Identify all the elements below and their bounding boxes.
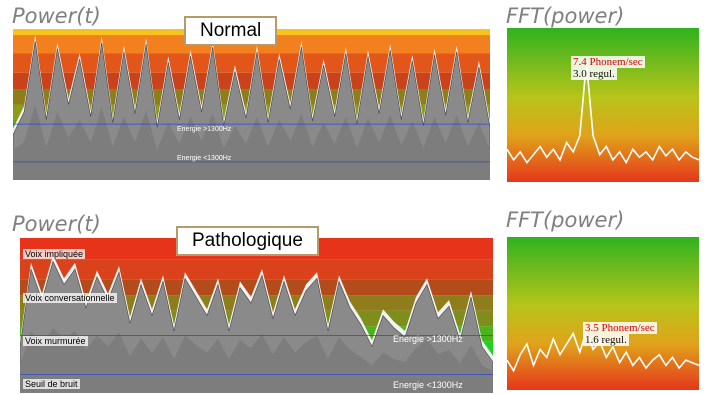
fft-heading-normal: FFT(power) bbox=[506, 4, 625, 28]
normal-tag: Normal bbox=[184, 16, 278, 46]
patho-fft-line bbox=[507, 328, 699, 373]
energy-low-label-pathologique: Energie <1300Hz bbox=[393, 380, 463, 390]
normal-fft-line bbox=[507, 62, 699, 165]
fft-regul-normal: 3.0 regul. bbox=[571, 68, 617, 80]
fft-svg-pathologique bbox=[507, 237, 699, 390]
zone-label-voix-impliquee: Voix impliquée bbox=[23, 249, 86, 259]
fft-svg-normal bbox=[507, 28, 699, 182]
power-svg-pathologique bbox=[20, 238, 493, 393]
power-svg-normal bbox=[13, 29, 490, 180]
power-chart-pathologique: Voix impliquée Voix conversationnelle Vo… bbox=[20, 238, 493, 393]
energy-low-label-normal: Energie <1300Hz bbox=[177, 155, 232, 162]
normal-high-energy-area bbox=[13, 104, 490, 180]
patho-band-1 bbox=[20, 259, 493, 280]
fft-annotation-pathologique: 3.5 Phonem/sec 1.6 regul. bbox=[583, 322, 657, 346]
normal-band-2 bbox=[13, 53, 490, 73]
fft-chart-pathologique: 3.5 Phonem/sec 1.6 regul. bbox=[507, 237, 699, 390]
energy-high-label-normal: Energie >1300Hz bbox=[177, 126, 232, 133]
patho-fft-background bbox=[507, 237, 699, 390]
energy-high-label-pathologique: Energie >1300Hz bbox=[393, 334, 463, 344]
zone-label-seuil-de-bruit: Seuil de bruit bbox=[23, 379, 80, 389]
zone-label-voix-murmuree: Voix murmurée bbox=[23, 336, 88, 346]
fft-rate-pathologique: 3.5 Phonem/sec bbox=[583, 322, 657, 334]
power-chart-normal: Energie >1300Hz Energie <1300Hz bbox=[13, 29, 490, 180]
power-heading-normal: Power(t) bbox=[12, 4, 101, 28]
fft-chart-normal: 7.4 Phonem/sec 3.0 regul. bbox=[507, 28, 699, 182]
zone-label-voix-conversationnelle: Voix conversationnelle bbox=[23, 293, 117, 303]
pathologique-tag: Pathologique bbox=[176, 226, 319, 256]
fft-heading-pathologique: FFT(power) bbox=[506, 208, 625, 232]
patho-high-energy-area bbox=[20, 327, 493, 393]
fft-rate-normal: 7.4 Phonem/sec bbox=[571, 56, 645, 68]
power-heading-pathologique: Power(t) bbox=[12, 212, 101, 236]
normal-fft-background bbox=[507, 28, 699, 182]
fft-regul-pathologique: 1.6 regul. bbox=[583, 334, 629, 346]
fft-annotation-normal: 7.4 Phonem/sec 3.0 regul. bbox=[571, 56, 645, 80]
